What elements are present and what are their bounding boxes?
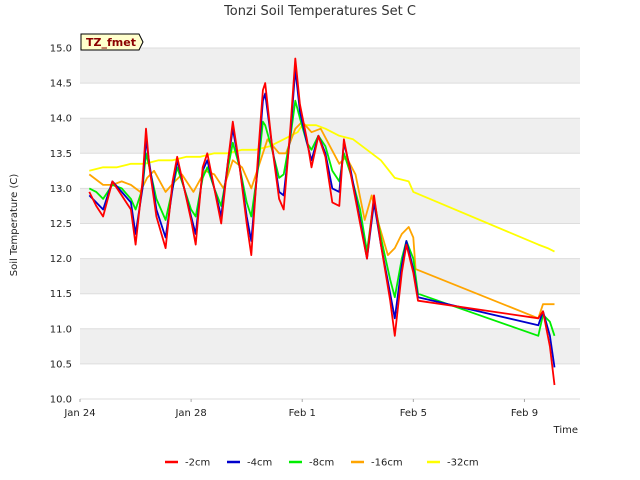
series-lines	[88, 57, 556, 386]
x-axis: Jan 24 Jan 28 Feb 1 Feb 5 Feb 9	[63, 399, 538, 419]
grid-band	[80, 48, 580, 84]
y-tick-label: 13.0	[50, 184, 72, 195]
series-line-16cmcm	[88, 120, 555, 320]
y-tick-label: 14.5	[50, 79, 72, 90]
legend-label: -16cm	[371, 458, 403, 469]
y-tick-label: 15.0	[50, 44, 72, 55]
y-axis: 10.0 10.5 11.0 11.5 12.0 12.5 13.0 13.5 14.0 14.5…	[50, 44, 72, 406]
x-axis-label: Time	[553, 425, 578, 436]
y-tick-label: 11.5	[50, 289, 72, 300]
grid-band	[80, 258, 580, 294]
legend-label: -32cm	[447, 458, 479, 469]
y-tick-label: 12.0	[50, 254, 72, 265]
site-annotation: TZ_fmet	[80, 33, 144, 51]
series-line-32cmcm	[89, 124, 555, 253]
grid-band	[80, 188, 580, 224]
y-tick-label: 13.5	[50, 149, 72, 160]
x-tick-label: Jan 28	[174, 408, 206, 419]
grid-band	[80, 328, 580, 364]
series-line-2cmcm	[88, 57, 556, 386]
x-tick-label: Jan 24	[63, 408, 95, 419]
x-tick-label: Feb 5	[400, 408, 427, 419]
legend-label: -8cm	[309, 458, 334, 469]
annotation-box	[80, 33, 144, 51]
y-tick-label: 10.0	[50, 395, 72, 406]
legend-label: -4cm	[247, 458, 272, 469]
y-tick-label: 14.0	[50, 114, 72, 125]
x-tick-label: Feb 9	[511, 408, 538, 419]
y-axis-label: Soil Temperature (C)	[9, 174, 20, 277]
x-tick-label: Feb 1	[289, 408, 316, 419]
y-tick-label: 12.5	[50, 219, 72, 230]
annotation-text: TZ_fmet	[86, 36, 136, 49]
legend-label: -2cm	[185, 458, 210, 469]
legend: -2cm -4cm -8cm -16cm -32cm	[165, 458, 479, 469]
y-tick-label: 11.0	[50, 324, 72, 335]
chart-title: Tonzi Soil Temperatures Set C	[223, 4, 416, 19]
y-tick-label: 10.5	[50, 359, 72, 370]
